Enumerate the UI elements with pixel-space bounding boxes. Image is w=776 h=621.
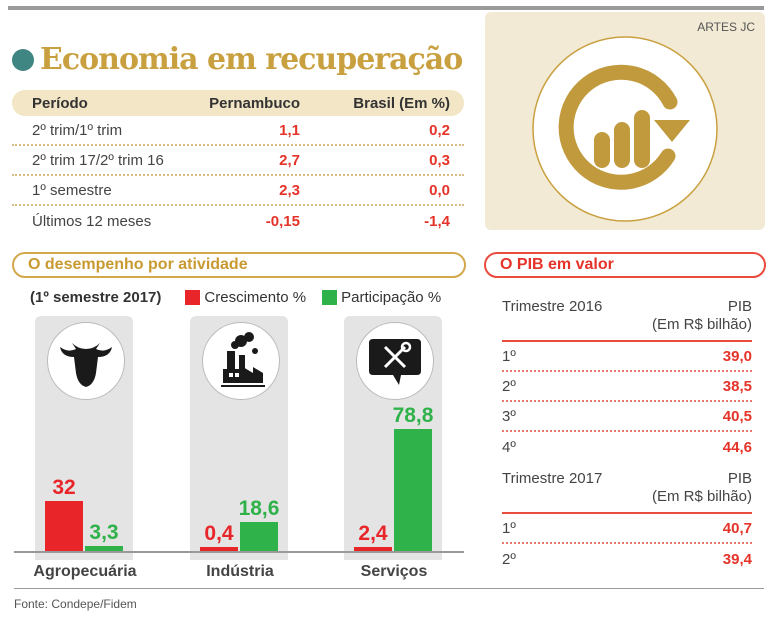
table-row: 2º trim/1º trim 1,1 0,2 (12, 116, 464, 146)
data-label-growth-0: 32 (52, 476, 76, 500)
pib-value-cell: 44,6 (722, 438, 752, 456)
header-period: Período (32, 94, 88, 112)
pib-value-cell: 40,5 (722, 407, 752, 425)
legend-label: Participação % (341, 289, 442, 306)
credit-label: ARTES JC (697, 20, 755, 34)
table-row: 2º trim 17/2º trim 16 2,7 0,3 (12, 146, 464, 176)
cow-icon-badge (47, 322, 125, 400)
header-brasil: Brasil (Em %) (353, 94, 450, 112)
quarter-cell: 1º (502, 519, 516, 537)
table-row: 4º 44,6 (502, 432, 752, 462)
pib-value-cell: 39,0 (722, 347, 752, 365)
pib-table: Trimestre 2016 PIB (Em R$ bilhão) 1º 39,… (502, 298, 752, 574)
table-row: Últimos 12 meses -0,15 -1,4 (12, 206, 464, 236)
data-label-growth-1: 0,4 (204, 522, 234, 545)
activity-section-title: O desempenho por atividade (28, 256, 248, 273)
pib-value-header: PIB (Em R$ bilhão) (652, 470, 752, 506)
pib-section-title: O PIB em valor (500, 256, 614, 273)
tools-icon-badge (356, 322, 434, 400)
title-block: Economia em recuperação (12, 42, 463, 77)
bar-growth-0 (45, 501, 83, 551)
pib-value-cell: 39,4 (722, 550, 752, 568)
period-cell: 2º trim/1º trim (32, 121, 123, 139)
period-cell: 1º semestre (32, 181, 112, 199)
quarter-cell: 1º (502, 347, 516, 365)
category-label: Indústria (206, 563, 274, 580)
pib-group-header: Trimestre 2016 PIB (Em R$ bilhão) (502, 298, 752, 342)
period-cell: Últimos 12 meses (32, 212, 152, 230)
brasil-cell: -1,4 (424, 212, 450, 230)
summary-table: Período Pernambuco Brasil (Em %) 2º trim… (12, 90, 464, 236)
legend-label: Crescimento % (204, 289, 307, 306)
bar-growth-2 (354, 547, 392, 551)
pib-value-header-line1: PIB (727, 470, 752, 487)
illustration-panel: ARTES JC (485, 12, 765, 230)
pib-group-header: Trimestre 2017 PIB (Em R$ bilhão) (502, 470, 752, 514)
bar-share-1 (240, 522, 278, 551)
growth-cycle-icon (532, 36, 718, 222)
table-row: 2º 39,4 (502, 544, 752, 574)
pernambuco-cell: 2,7 (279, 151, 300, 169)
category-label: Agropecuária (33, 563, 137, 580)
pernambuco-cell: -0,15 (265, 212, 300, 230)
pib-value-header-line2: (Em R$ bilhão) (651, 488, 752, 505)
chart-subtitle: (1º semestre 2017) (30, 289, 162, 306)
factory-icon-badge (202, 322, 280, 400)
pib-value-header: PIB (Em R$ bilhão) (652, 298, 752, 334)
top-rule (8, 6, 764, 10)
activity-section-header: O desempenho por atividade (12, 252, 466, 278)
pib-value-header-line1: PIB (727, 298, 752, 315)
quarter-cell: 2º (502, 550, 516, 568)
table-row: 1º semestre 2,3 0,0 (12, 176, 464, 206)
summary-table-header: Período Pernambuco Brasil (Em %) (12, 90, 464, 116)
pib-value-cell: 40,7 (722, 519, 752, 537)
quarter-cell: 3º (502, 407, 516, 425)
source-note: Fonte: Condepe/Fidem (14, 597, 137, 611)
quarter-cell: 2º (502, 377, 516, 395)
bar-share-0 (85, 545, 123, 551)
table-row: 1º 40,7 (502, 514, 752, 544)
data-label-share-1: 18,6 (238, 497, 280, 521)
brasil-cell: 0,2 (429, 121, 450, 139)
legend-swatch-green (322, 290, 338, 305)
legend-item-share: Participação % (322, 289, 441, 306)
data-label-growth-2: 2,4 (358, 522, 388, 545)
activity-bar-chart: 32 3,3 0,4 18,6 2,4 78,8 (0, 310, 480, 560)
header-pernambuco: Pernambuco (209, 94, 300, 112)
category-label: Serviços (360, 563, 428, 580)
chart-baseline (14, 551, 464, 553)
footer-rule (14, 588, 764, 589)
pib-section-header: O PIB em valor (484, 252, 766, 278)
pernambuco-cell: 1,1 (279, 121, 300, 139)
brasil-cell: 0,3 (429, 151, 450, 169)
legend-item-growth: Crescimento % (185, 289, 306, 306)
legend-swatch-red (185, 290, 201, 305)
pib-group-title: Trimestre 2016 (502, 298, 603, 315)
quarter-cell: 4º (502, 438, 516, 456)
brasil-cell: 0,0 (429, 181, 450, 199)
table-row: 2º 38,5 (502, 372, 752, 402)
data-label-share-0: 3,3 (89, 520, 119, 544)
pernambuco-cell: 2,3 (279, 181, 300, 199)
data-label-share-2: 78,8 (392, 403, 434, 427)
tools-icon (369, 339, 421, 385)
page-title: Economia em recuperação (40, 42, 463, 77)
table-row: 1º 39,0 (502, 342, 752, 372)
pib-value-cell: 38,5 (722, 377, 752, 395)
factory-icon (221, 332, 265, 387)
pib-value-header-line2: (Em R$ bilhão) (651, 316, 752, 333)
period-cell: 2º trim 17/2º trim 16 (32, 151, 164, 169)
bar-growth-1 (200, 547, 238, 551)
cow-icon (60, 343, 112, 387)
pib-group-title: Trimestre 2017 (502, 470, 603, 487)
chart-legend: (1º semestre 2017) Crescimento % Partici… (30, 289, 470, 306)
table-row: 3º 40,5 (502, 402, 752, 432)
bullet-dot-icon (12, 48, 34, 71)
bar-share-2 (394, 428, 432, 551)
